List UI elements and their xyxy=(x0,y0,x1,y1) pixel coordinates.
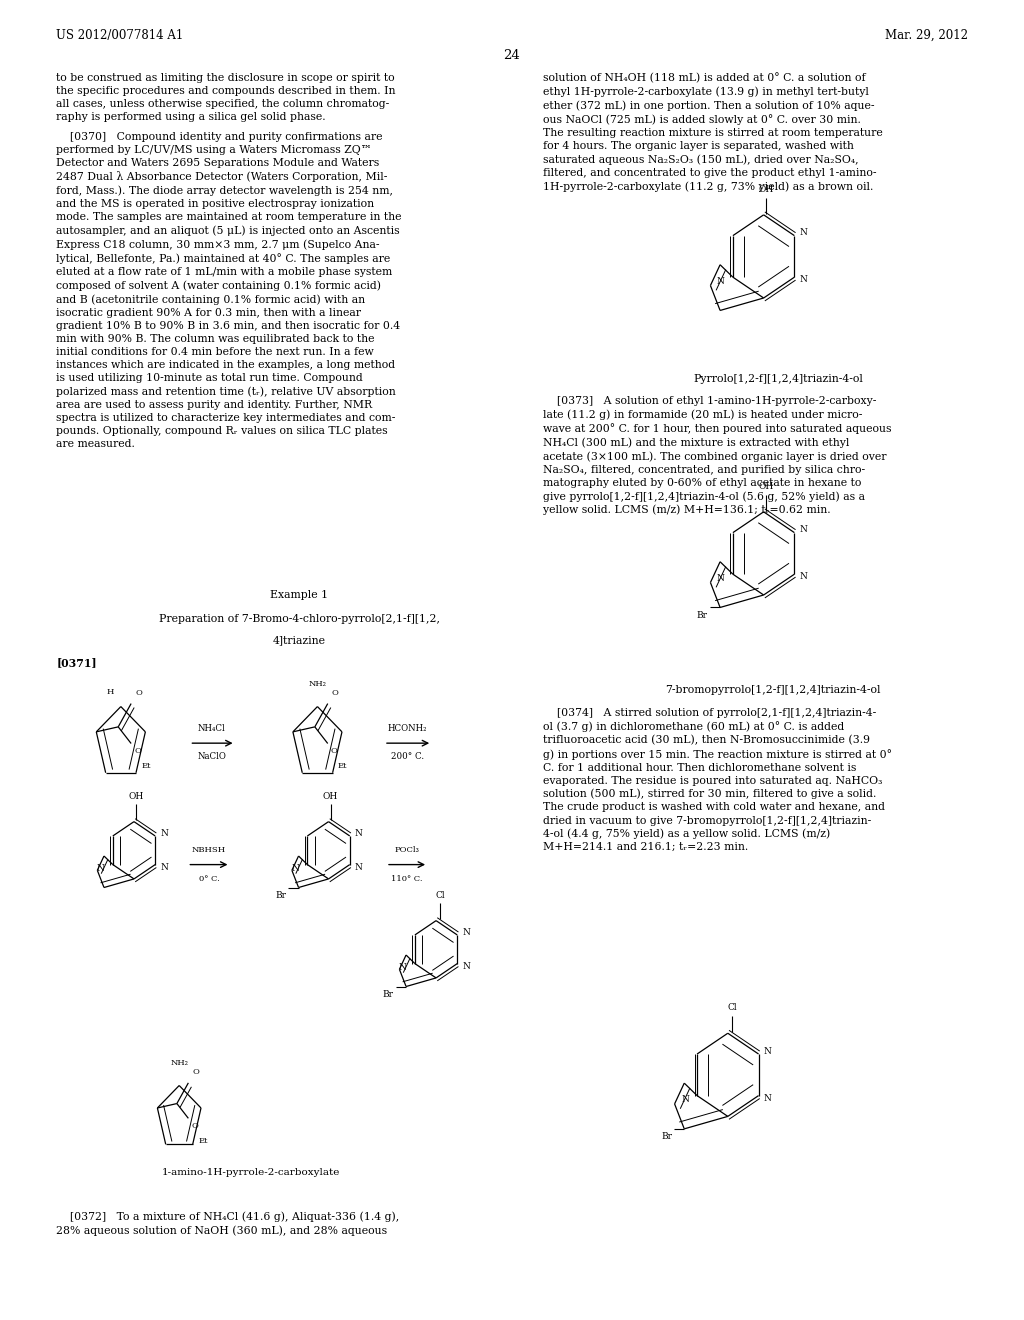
Text: OH: OH xyxy=(128,792,143,800)
Text: 4]triazine: 4]triazine xyxy=(273,635,326,645)
Text: Preparation of 7-Bromo-4-chloro-pyrrolo[2,1-f][1,2,: Preparation of 7-Bromo-4-chloro-pyrrolo[… xyxy=(159,614,440,624)
Text: Et: Et xyxy=(141,762,151,770)
Text: to be construed as limiting the disclosure in scope or spirit to
the specific pr: to be construed as limiting the disclosu… xyxy=(56,73,396,121)
Text: N: N xyxy=(717,574,725,582)
Text: OH: OH xyxy=(758,185,773,194)
Text: O: O xyxy=(193,1068,200,1076)
Text: OH: OH xyxy=(758,482,773,491)
Text: N: N xyxy=(161,863,168,871)
Text: 110° C.: 110° C. xyxy=(391,875,422,883)
Text: Br: Br xyxy=(275,891,287,900)
Text: N: N xyxy=(96,865,104,873)
Text: [0371]: [0371] xyxy=(56,657,97,668)
Text: solution of NH₄OH (118 mL) is added at 0° C. a solution of
ethyl 1H-pyrrole-2-ca: solution of NH₄OH (118 mL) is added at 0… xyxy=(543,73,883,191)
Text: O: O xyxy=(331,747,338,755)
Text: N: N xyxy=(463,928,470,937)
Text: Br: Br xyxy=(383,990,394,999)
Text: Mar. 29, 2012: Mar. 29, 2012 xyxy=(885,29,968,42)
Text: [0372]   To a mixture of NH₄Cl (41.6 g), Aliquat-336 (1.4 g),
28% aqueous soluti: [0372] To a mixture of NH₄Cl (41.6 g), A… xyxy=(56,1212,399,1236)
Text: N: N xyxy=(717,277,725,285)
Text: HCONH₂: HCONH₂ xyxy=(388,723,427,733)
Text: Cl: Cl xyxy=(435,891,445,899)
Text: Et: Et xyxy=(199,1137,208,1144)
Text: N: N xyxy=(398,964,407,972)
Text: Br: Br xyxy=(660,1133,672,1142)
Text: [0374]   A stirred solution of pyrrolo[2,1-f][1,2,4]triazin-4-
ol (3.7 g) in dic: [0374] A stirred solution of pyrrolo[2,1… xyxy=(543,708,892,853)
Text: N: N xyxy=(800,276,807,284)
Text: 24: 24 xyxy=(504,49,520,62)
Text: Cl: Cl xyxy=(727,1003,736,1012)
Text: O: O xyxy=(135,689,142,697)
Text: N: N xyxy=(291,865,299,873)
Text: N: N xyxy=(161,829,168,838)
Text: N: N xyxy=(355,829,362,838)
Text: 7-bromopyrrolo[1,2-f][1,2,4]triazin-4-ol: 7-bromopyrrolo[1,2-f][1,2,4]triazin-4-ol xyxy=(666,685,881,696)
Text: N: N xyxy=(800,228,807,238)
Text: N: N xyxy=(764,1094,771,1102)
Text: Pyrrolo[1,2-f][1,2,4]triazin-4-ol: Pyrrolo[1,2-f][1,2,4]triazin-4-ol xyxy=(693,374,863,384)
Text: N: N xyxy=(800,573,807,581)
Text: Et: Et xyxy=(338,762,347,770)
Text: NaClO: NaClO xyxy=(198,752,226,762)
Text: N: N xyxy=(355,863,362,871)
Text: [0370]   Compound identity and purity confirmations are
performed by LC/UV/MS us: [0370] Compound identity and purity conf… xyxy=(56,132,401,449)
Text: NH₂: NH₂ xyxy=(170,1059,188,1067)
Text: N: N xyxy=(681,1096,689,1104)
Text: N: N xyxy=(463,962,470,970)
Text: NH₄Cl: NH₄Cl xyxy=(198,723,226,733)
Text: 0° C.: 0° C. xyxy=(199,875,219,883)
Text: H: H xyxy=(106,688,114,696)
Text: 1-amino-1H-pyrrole-2-carboxylate: 1-amino-1H-pyrrole-2-carboxylate xyxy=(162,1168,340,1177)
Text: US 2012/0077814 A1: US 2012/0077814 A1 xyxy=(56,29,183,42)
Text: POCl₃: POCl₃ xyxy=(394,846,419,854)
Text: Example 1: Example 1 xyxy=(270,590,329,601)
Text: N: N xyxy=(800,525,807,535)
Text: NBHSH: NBHSH xyxy=(191,846,226,854)
Text: 200° C.: 200° C. xyxy=(391,752,424,762)
Text: N: N xyxy=(764,1047,771,1056)
Text: Br: Br xyxy=(696,611,708,620)
Text: O: O xyxy=(332,689,339,697)
Text: NH₂: NH₂ xyxy=(308,680,327,688)
Text: OH: OH xyxy=(323,792,338,800)
Text: [0373]   A solution of ethyl 1-amino-1H-pyrrole-2-carboxy-
late (11.2 g) in form: [0373] A solution of ethyl 1-amino-1H-py… xyxy=(543,396,891,515)
Text: O: O xyxy=(191,1122,199,1130)
Text: O: O xyxy=(134,747,141,755)
